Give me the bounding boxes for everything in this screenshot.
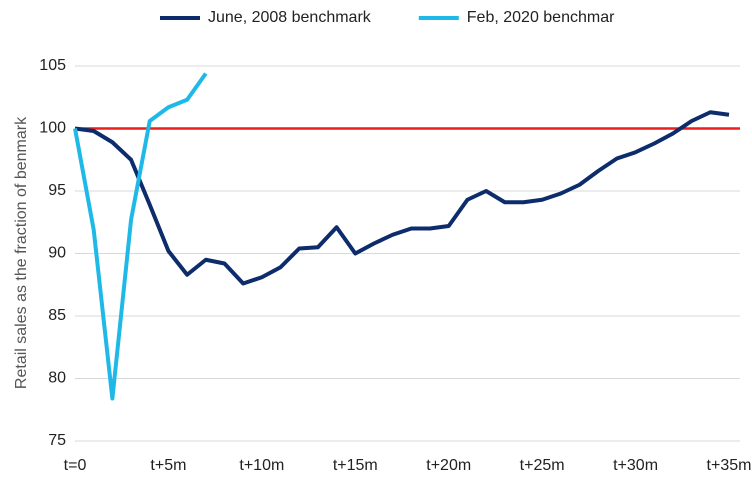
y-tick-label: 85 (48, 307, 66, 324)
x-tick-label: t+20m (426, 457, 471, 474)
y-axis-label: Retail sales as the fraction of benmark (13, 116, 30, 389)
line-series (74, 110, 730, 286)
y-tick-label: 75 (48, 432, 66, 449)
x-tick-label: t+30m (613, 457, 658, 474)
y-tick-label: 90 (48, 245, 66, 262)
x-tick-label: t=0 (64, 457, 87, 474)
x-tick-label: t+35m (707, 457, 752, 474)
y-tick-label: 80 (48, 370, 66, 387)
legend-label: Feb, 2020 benchmar (467, 9, 615, 26)
x-tick-label: t+10m (239, 457, 284, 474)
x-tick-label: t+25m (520, 457, 565, 474)
y-tick-label: 105 (39, 57, 66, 74)
y-tick-label: 95 (48, 182, 66, 199)
line-series (73, 72, 208, 401)
x-tick-label: t+5m (150, 457, 186, 474)
y-tick-label: 100 (39, 120, 66, 137)
legend-label: June, 2008 benchmark (208, 9, 372, 26)
x-tick-label: t+15m (333, 457, 378, 474)
